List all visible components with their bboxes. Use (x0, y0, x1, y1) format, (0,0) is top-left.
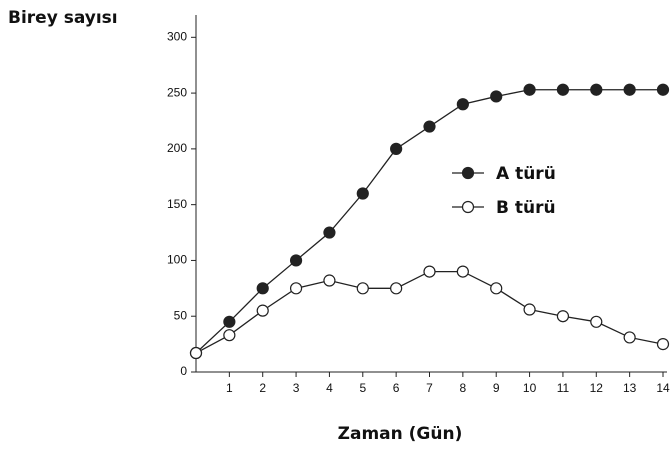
x-tick-label: 14 (656, 381, 670, 395)
data-point (323, 226, 336, 239)
x-tick-label: 12 (590, 381, 604, 395)
data-point (256, 304, 269, 317)
x-tick-label: 3 (293, 381, 300, 395)
data-point (423, 120, 436, 133)
x-tick-label: 10 (523, 381, 537, 395)
data-point (289, 282, 303, 295)
x-tick-label: 1 (226, 381, 233, 395)
x-axis-label: Zaman (Gün) (338, 424, 463, 444)
data-point (423, 265, 436, 278)
data-point (323, 274, 336, 287)
data-point (656, 83, 670, 96)
data-point (223, 329, 236, 342)
data-point (623, 331, 636, 344)
data-point (390, 142, 403, 155)
x-tick-label: 8 (460, 381, 467, 395)
data-point (590, 83, 603, 96)
x-tick-label: 9 (493, 381, 500, 395)
data-point (556, 310, 570, 323)
x-tick-label: 2 (259, 381, 266, 395)
legend-marker (461, 166, 475, 180)
data-point (556, 83, 570, 96)
x-tick-label: 11 (557, 381, 570, 395)
y-axis-label: Birey sayısı (8, 8, 118, 28)
data-point (590, 315, 603, 328)
legend-label: A türü (496, 164, 556, 184)
y-tick-label: 300 (167, 29, 187, 43)
data-point (656, 338, 670, 351)
data-point (189, 346, 203, 360)
data-point (523, 303, 536, 316)
data-point (356, 187, 369, 200)
x-tick-label: 5 (359, 381, 366, 395)
data-point (390, 282, 403, 295)
x-tick-label: 6 (393, 381, 400, 395)
data-point (356, 282, 369, 295)
data-point (456, 98, 469, 111)
data-point (623, 83, 636, 96)
x-tick-label: 4 (326, 381, 333, 395)
data-point (490, 90, 503, 103)
legend-marker (461, 200, 475, 214)
data-point (490, 282, 503, 295)
y-tick-label: 100 (167, 253, 187, 267)
y-tick-label: 250 (167, 85, 187, 99)
x-tick-label: 7 (426, 381, 433, 395)
data-point (256, 282, 269, 295)
data-point (456, 265, 469, 278)
data-point (223, 315, 236, 328)
data-point (523, 83, 536, 96)
data-point (289, 254, 303, 267)
y-tick-label: 200 (167, 141, 187, 155)
y-tick-label: 50 (174, 308, 188, 322)
x-tick-label: 13 (623, 381, 637, 395)
y-tick-label: 150 (167, 197, 187, 211)
y-tick-label: 0 (180, 364, 187, 378)
legend-label: B türü (496, 198, 556, 218)
